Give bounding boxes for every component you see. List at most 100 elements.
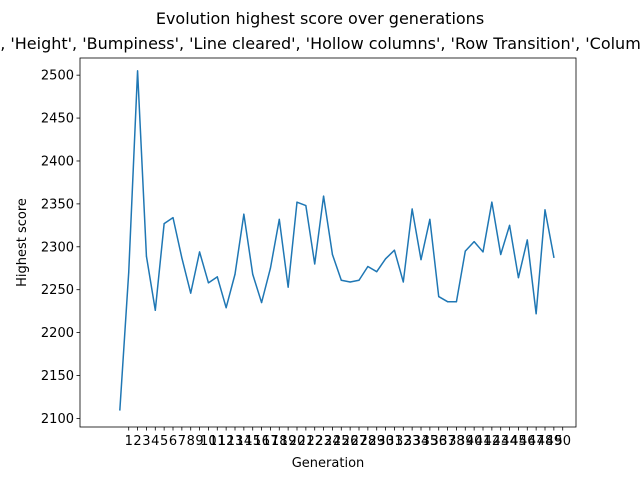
x-tick-label: 8 [187,434,195,449]
data-point [393,249,396,251]
y-tick-label: 2400 [41,154,74,169]
x-tick-label: 39 [457,434,474,449]
x-tick-label: 50 [554,434,571,449]
x-tick-label: 37 [439,434,456,449]
x-tick-label: 42 [484,434,501,449]
x-tick-label: 31 [386,434,403,449]
data-point [314,263,316,265]
data-point [500,253,502,256]
x-tick-label: 1 [125,434,133,449]
x-tick-label: 24 [324,434,341,449]
chart-subtitle: ['Max height', 'Height', 'Bumpiness', 'L… [0,34,640,53]
x-tick-label: 45 [510,434,527,449]
x-tick-label: 14 [236,434,253,449]
y-tick-label: 2150 [41,369,74,384]
x-tick-label: 47 [528,434,545,449]
x-tick-label: 34 [413,434,430,449]
data-point [508,224,511,226]
x-tick-label: 41 [475,434,492,449]
data-point [473,241,475,243]
data-point [154,309,156,311]
x-tick-label: 22 [306,434,323,449]
x-tick-label: 16 [253,434,270,449]
x-tick-label: 11 [209,434,226,449]
data-point [181,257,183,259]
data-point [455,301,458,303]
x-tick-label: 3 [142,434,150,449]
x-tick-label: 21 [298,434,315,449]
x-tick-label: 7 [178,434,186,449]
x-tick-label: 4 [151,434,159,449]
x-axis-label: Generation [292,456,365,471]
x-tick-label: 15 [244,434,261,449]
data-point [243,213,245,215]
data-point [544,209,546,211]
data-point [491,201,493,203]
data-point [438,295,440,298]
x-tick-label: 27 [351,434,368,449]
data-point [446,301,449,303]
data-point [402,281,404,283]
x-tick-label: 6 [169,434,177,449]
data-point [358,279,360,281]
x-tick-label: 25 [333,434,350,449]
x-tick-label: 20 [289,434,306,449]
y-tick-label: 2450 [41,112,74,127]
data-point [252,273,254,275]
data-point [190,292,192,294]
data-point [384,258,387,260]
x-tick-label: 32 [395,434,412,449]
data-point [322,195,325,197]
data-point [128,271,130,274]
y-tick-label: 2200 [41,326,74,341]
data-point [136,70,139,72]
data-point [198,251,201,253]
data-point [526,239,528,241]
x-tick-label: 2 [133,434,141,449]
x-tick-label: 30 [377,434,394,449]
x-tick-label: 48 [537,434,554,449]
data-point [260,301,263,304]
chart-title: Evolution highest score over generations [156,9,484,28]
data-point [464,250,466,252]
x-tick-label: 13 [227,434,244,449]
x-tick-label: 5 [160,434,168,449]
y-tick-label: 2500 [41,69,74,84]
data-point [296,201,298,203]
data-point [517,277,520,279]
data-point [172,217,174,219]
series-line [119,70,555,411]
data-point [305,205,307,207]
data-point [367,265,369,268]
data-point [429,218,431,220]
y-tick-label: 2100 [41,412,74,427]
x-tick-label: 12 [218,434,235,449]
x-tick-label: 9 [195,434,203,449]
data-point [207,282,210,284]
data-point [119,409,121,411]
data-point [145,255,148,257]
data-point [411,208,413,210]
x-tick-label: 23 [315,434,332,449]
x-tick-label: 40 [466,434,483,449]
data-point [225,307,227,309]
x-tick-label: 18 [271,434,288,449]
y-tick-label: 2250 [41,283,74,298]
y-tick-label: 2350 [41,197,74,212]
data-point [287,286,289,288]
x-tick-label: 29 [368,434,385,449]
data-point [234,273,236,275]
x-tick-label: 33 [404,434,421,449]
data-point [482,251,484,253]
data-point [269,267,272,269]
data-point [376,271,378,273]
x-tick-label: 36 [430,434,447,449]
data-point [420,259,422,261]
data-point [278,218,280,220]
x-tick-label: 44 [501,434,518,449]
y-tick-label: 2300 [41,240,74,255]
y-axis-label: Highest score [15,198,30,287]
